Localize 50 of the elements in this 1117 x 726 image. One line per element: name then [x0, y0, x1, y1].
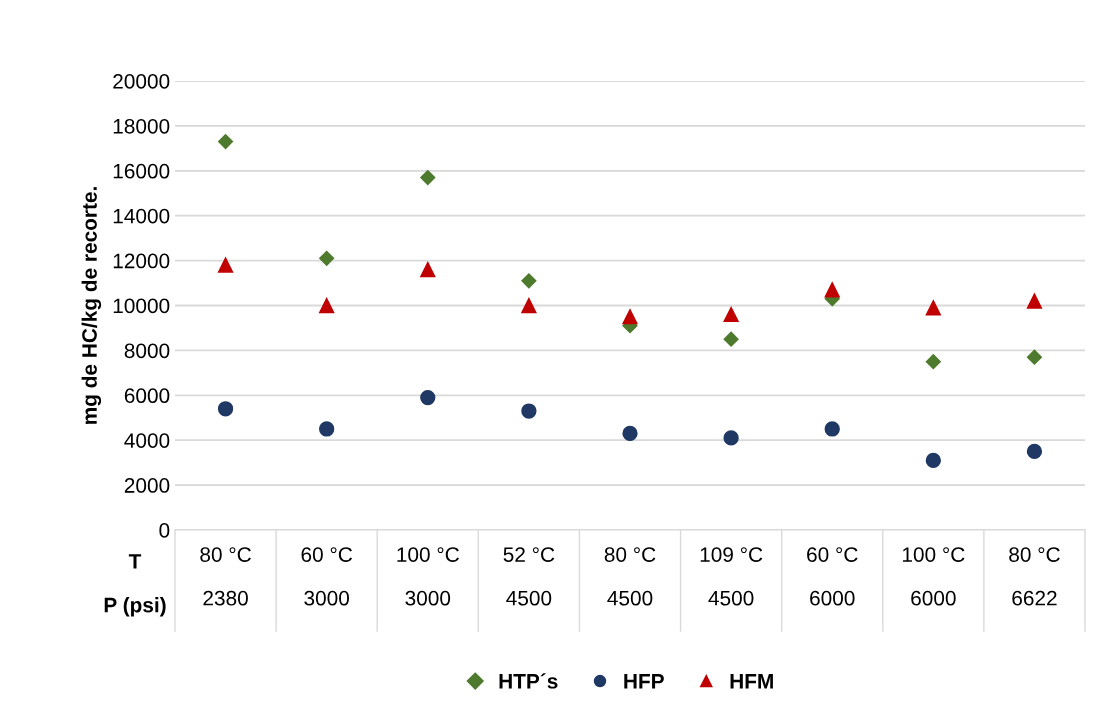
y-tick-label: 8000: [124, 343, 170, 359]
y-tick-label: 4000: [124, 433, 170, 448]
category-label: 100 °C 3000: [397, 547, 459, 606]
category-label: 60 °C 3000: [301, 547, 353, 606]
category-label: 100 °C 6000: [902, 547, 965, 606]
point: [622, 309, 638, 325]
point: [1026, 293, 1043, 309]
point: [319, 297, 335, 314]
category-label: 60 °C 6000: [807, 547, 858, 606]
point: [217, 134, 234, 150]
point: [723, 306, 739, 323]
point: [319, 421, 335, 437]
category-label: 80 °C 6622: [1009, 547, 1060, 606]
category-label: 80 °C 2380: [200, 547, 251, 606]
legend-label: HTP´s: [499, 673, 558, 689]
y-axis-title: mg de HC/kg de recorte.: [81, 187, 102, 424]
category-label: 109 °C 4500: [700, 547, 763, 606]
point: [319, 250, 335, 266]
point: [217, 401, 234, 417]
point: [521, 297, 537, 314]
point: [824, 421, 840, 437]
y-tick-label: 2000: [124, 478, 170, 493]
category-label: 80 °C 4500: [604, 547, 656, 606]
point: [420, 389, 436, 406]
point: [1026, 443, 1043, 460]
point: [925, 354, 941, 370]
point: [824, 282, 840, 298]
point: [622, 425, 638, 442]
point: [723, 331, 739, 347]
point: [521, 273, 537, 289]
y-tick-label: 16000: [113, 163, 170, 179]
y-tick-label: 10000: [113, 298, 170, 314]
point: [723, 430, 739, 446]
point: [420, 169, 436, 186]
point: [217, 257, 234, 273]
y-tick-label: 6000: [124, 388, 170, 404]
y-tick-label: 18000: [113, 118, 170, 134]
y-tick-label: 12000: [113, 253, 170, 269]
point: [521, 403, 537, 419]
point: [420, 261, 436, 278]
y-tick-label: 0: [159, 523, 170, 538]
legend-label: HFM: [730, 674, 773, 689]
point: [925, 300, 941, 316]
text: T P (psi): [104, 554, 166, 617]
point: [925, 452, 941, 469]
y-tick-label: 14000: [113, 208, 170, 224]
legend-label: HFP: [624, 674, 664, 689]
category-label: 52 °C 4500: [503, 547, 555, 606]
y-tick-label: 20000: [113, 74, 170, 89]
point: [1026, 349, 1043, 365]
